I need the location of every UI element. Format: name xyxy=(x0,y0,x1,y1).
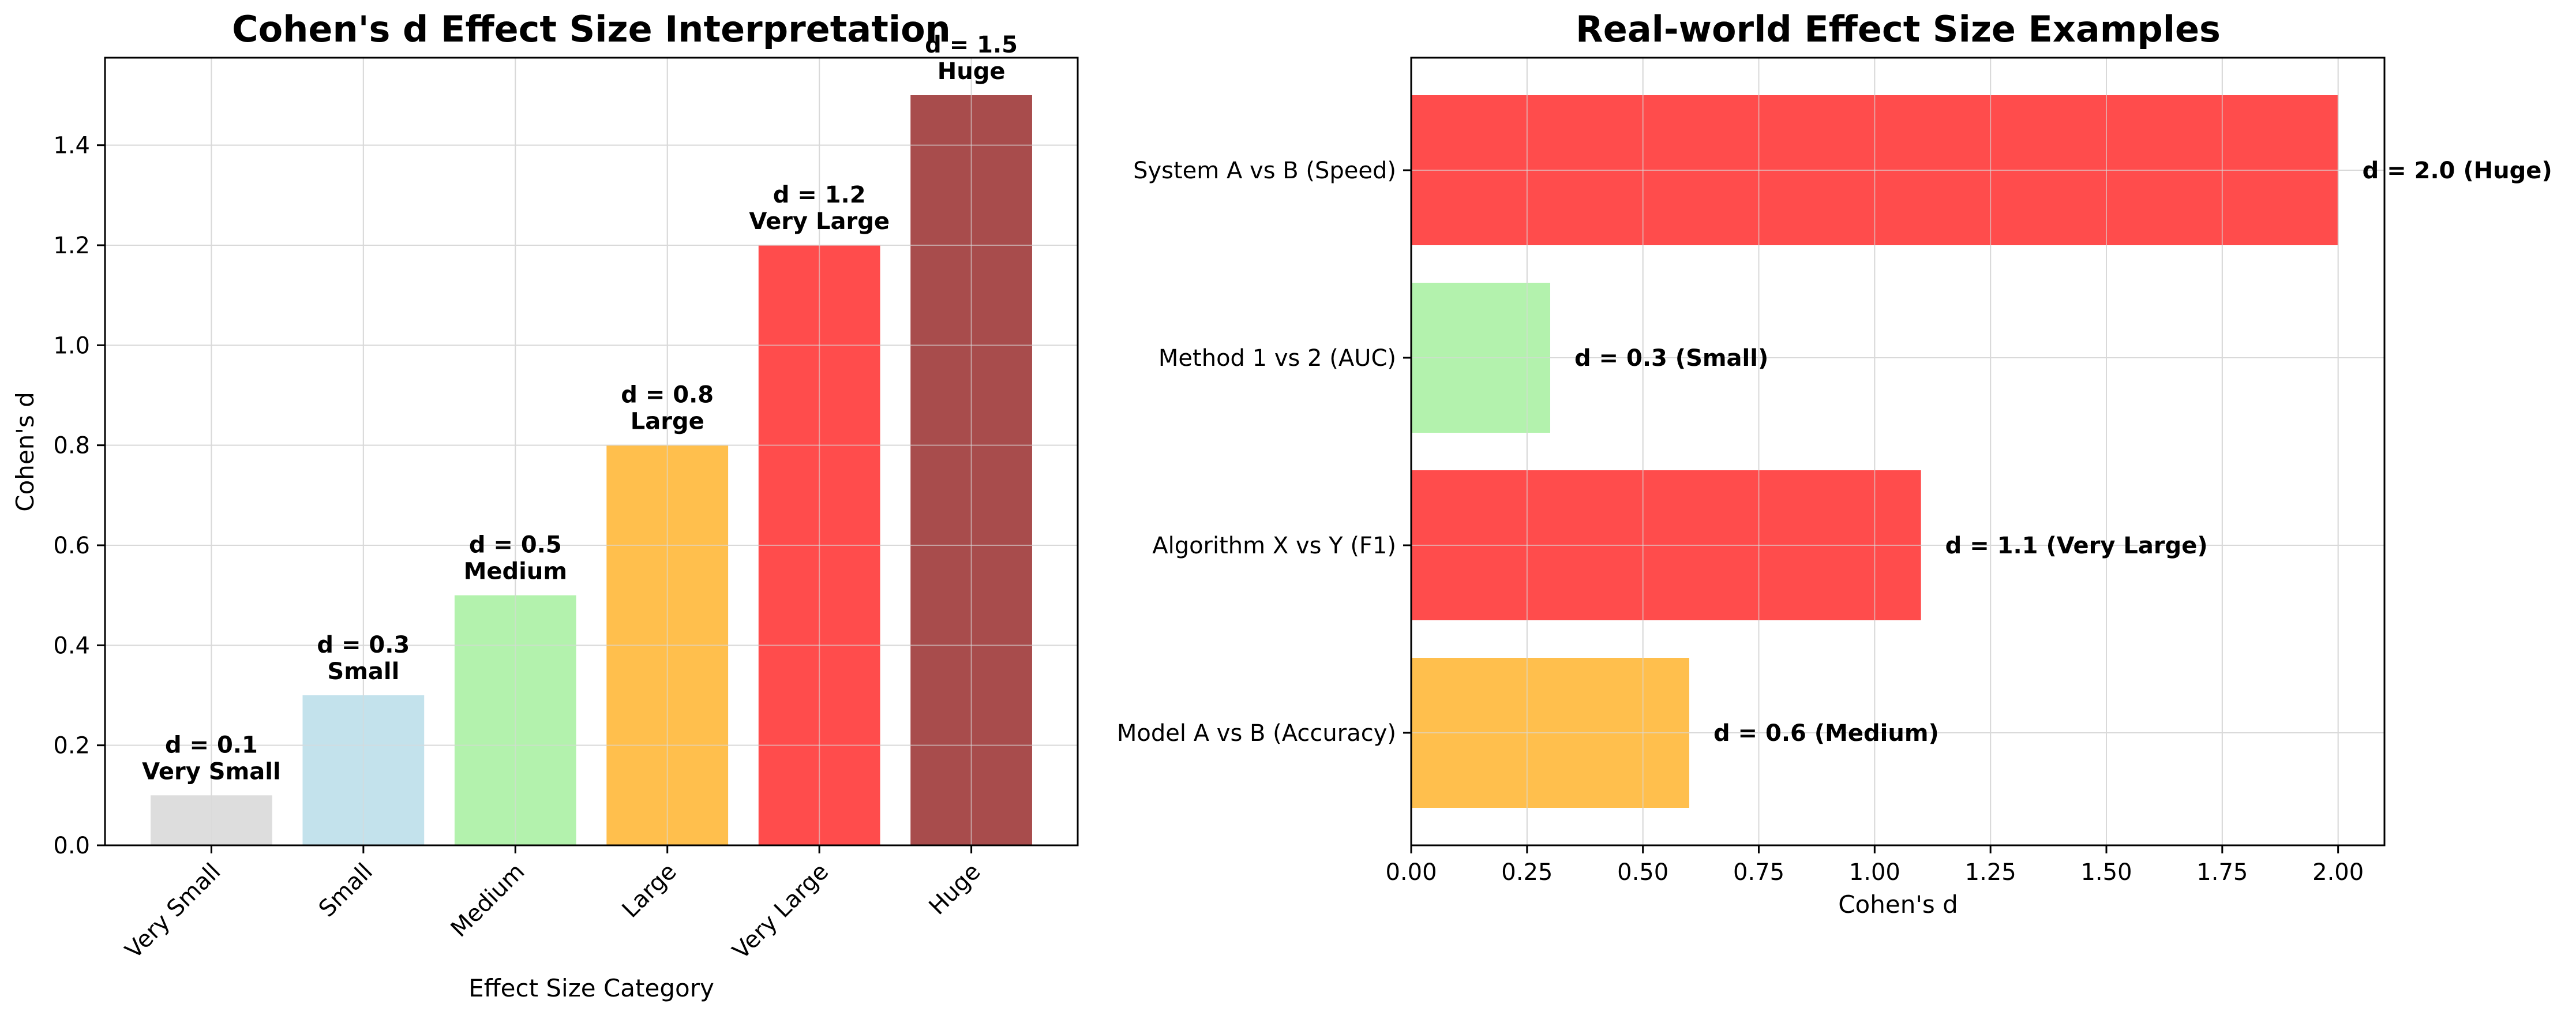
chart1-ytick-label: 1.4 xyxy=(53,133,90,159)
chart1-frame xyxy=(104,57,1079,846)
chart2-ytick-label: System A vs B (Speed) xyxy=(1133,158,1396,184)
chart1-title: Cohen's d Effect Size Interpretation xyxy=(232,8,951,50)
chart2-title: Real-world Effect Size Examples xyxy=(1576,8,2221,50)
chart1-ylabel: Cohen's d xyxy=(11,392,39,512)
chart2-bar-label: d = 0.3 (Small) xyxy=(1574,345,1768,372)
chart2-xtick-label: 0.25 xyxy=(1501,859,1553,886)
chart2-xtick-label: 2.00 xyxy=(2312,859,2364,886)
chart2-xtick-label: 1.25 xyxy=(1965,859,2016,886)
chart1-xtick-label: Medium xyxy=(446,859,530,943)
chart1-bar-category-label: Very Small xyxy=(142,758,281,785)
chart1-bar-value-label: d = 0.8 xyxy=(621,382,714,409)
chart1-bar-category-label: Huge xyxy=(938,58,1006,85)
chart2-frame xyxy=(1410,57,2386,846)
chart2-ytick-label: Method 1 vs 2 (AUC) xyxy=(1158,345,1396,372)
chart1-xtick-label: Small xyxy=(314,859,378,923)
chart1-bar-category-label: Very Large xyxy=(749,208,890,235)
chart2-bar-label: d = 2.0 (Huge) xyxy=(2363,158,2552,184)
chart2-xtick-label: 0.50 xyxy=(1617,859,1668,886)
chart1-xlabel: Effect Size Category xyxy=(468,974,714,1002)
chart1-xtick-label: Large xyxy=(617,859,682,923)
chart1-ytick-label: 1.0 xyxy=(53,332,90,359)
chart2-xtick-label: 0.75 xyxy=(1733,859,1784,886)
chart2-xlabel: Cohen's d xyxy=(1838,890,1958,919)
chart1-ytick-label: 0.4 xyxy=(53,632,90,659)
chart1-bar-value-label: d = 0.5 xyxy=(469,532,562,559)
chart1-ytick-label: 0.2 xyxy=(53,733,90,759)
chart1-bar-category-label: Medium xyxy=(464,559,567,585)
chart1-xtick-label: Very Small xyxy=(120,859,226,964)
chart1-ytick-label: 0.0 xyxy=(53,833,90,859)
chart1-ytick-label: 0.8 xyxy=(53,433,90,459)
chart1-xtick-label: Huge xyxy=(924,859,986,920)
chart2-xtick-label: 1.00 xyxy=(1849,859,1900,886)
chart1-ytick-label: 1.2 xyxy=(53,233,90,259)
chart1-xtick-label: Very Large xyxy=(728,859,834,965)
chart1-bar-value-label: d = 1.5 xyxy=(925,32,1018,58)
chart2-xtick-label: 0.00 xyxy=(1385,859,1437,886)
chart1-ytick-label: 0.6 xyxy=(53,533,90,559)
chart1-bar-value-label: d = 0.1 xyxy=(165,732,258,758)
chart1-bar-value-label: d = 1.2 xyxy=(773,182,866,208)
chart1-bar-value-label: d = 0.3 xyxy=(317,632,410,658)
chart2-xtick-label: 1.75 xyxy=(2196,859,2248,886)
chart1-bar-category-label: Large xyxy=(631,409,704,435)
chart2-bar-label: d = 0.6 (Medium) xyxy=(1713,720,1939,747)
chart2-xtick-label: 1.50 xyxy=(2080,859,2132,886)
chart2-ytick-label: Model A vs B (Accuracy) xyxy=(1117,720,1396,747)
chart2-bar-label: d = 1.1 (Very Large) xyxy=(1945,533,2208,559)
chart2-ytick-label: Algorithm X vs Y (F1) xyxy=(1152,533,1396,559)
chart1-bar-category-label: Small xyxy=(327,658,399,685)
chart-real-world-examples: d = 0.6 (Medium) d = 1.1 (Very Large) d = … xyxy=(1117,8,2552,919)
